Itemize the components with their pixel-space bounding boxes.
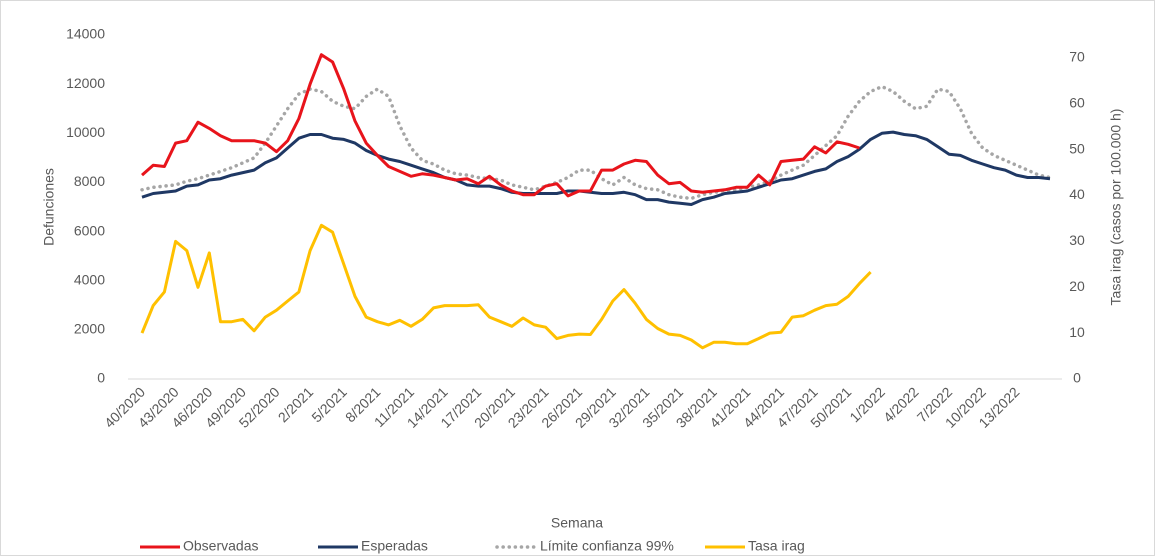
y-tick-label: 6000 <box>74 222 105 238</box>
y-tick-label: 4000 <box>74 271 105 287</box>
y-tick-label: 12000 <box>66 75 105 91</box>
series-line <box>140 223 872 350</box>
y2-axis-title: Tasa irag (casos por 100.000 h) <box>1108 109 1124 306</box>
y2-tick-label: 70 <box>1069 49 1085 65</box>
legend-label: Observadas <box>183 538 258 554</box>
y2-tick-label: 40 <box>1069 186 1085 202</box>
legend-label: Límite confianza 99% <box>540 538 674 554</box>
y-axis-title: Defunciones <box>41 168 57 246</box>
legend-label: Esperadas <box>361 538 428 554</box>
y-tick-label: 0 <box>97 370 105 386</box>
series-line <box>141 130 1051 206</box>
y-tick-label: 8000 <box>74 173 105 189</box>
series-line <box>140 84 1052 201</box>
y2-tick-label: 0 <box>1073 370 1081 386</box>
y2-tick-label: 20 <box>1069 278 1085 294</box>
y2-tick-label: 30 <box>1069 232 1085 248</box>
series-line <box>141 53 860 198</box>
y-tick-label: 2000 <box>74 321 105 337</box>
y2-tick-label: 60 <box>1069 95 1085 111</box>
y-tick-label: 10000 <box>66 124 105 140</box>
y-tick-label: 14000 <box>66 26 105 42</box>
x-axis-title: Semana <box>551 515 603 531</box>
y2-tick-label: 50 <box>1069 140 1085 156</box>
legend-label: Tasa irag <box>748 538 805 554</box>
y2-tick-label: 10 <box>1069 324 1085 340</box>
